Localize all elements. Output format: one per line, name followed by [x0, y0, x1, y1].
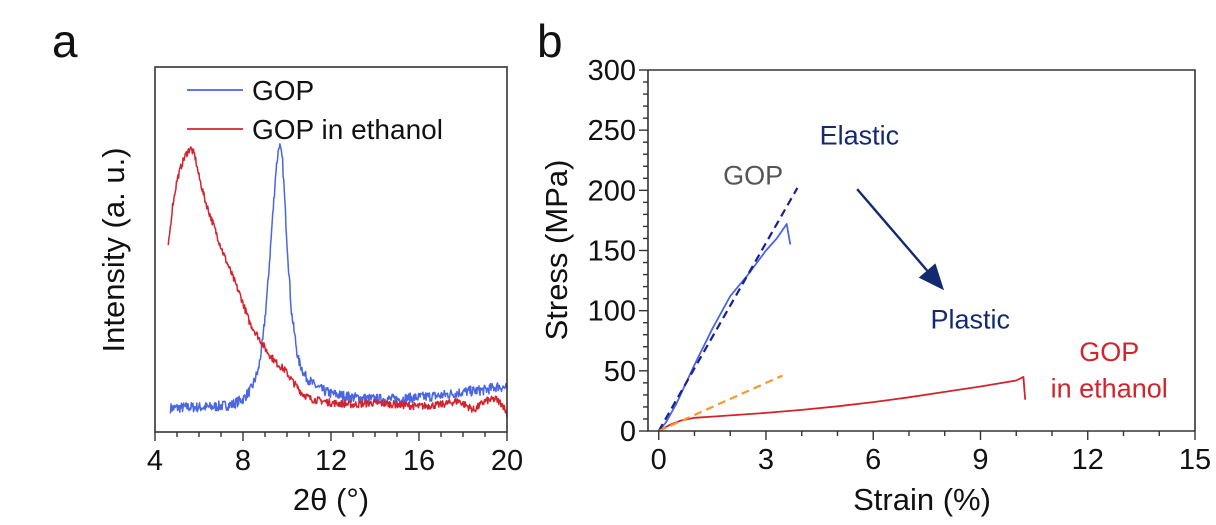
- x-tick-label: 3: [758, 444, 774, 476]
- legend-label-gop: GOP: [252, 75, 314, 106]
- series-line-gop-in-ethanol: [167, 146, 508, 418]
- y-tick-label: 250: [588, 115, 636, 147]
- panel-a-series: [167, 143, 508, 418]
- panel-a-label: a: [52, 15, 78, 67]
- series-line-gop-in-ethanol-elastic-fit: [658, 374, 783, 433]
- panel-b-annotations: GOP Elastic Plastic GOP in ethanol: [723, 121, 1168, 404]
- x-tick-label: 4: [147, 445, 163, 477]
- x-tick-label: 15: [1179, 444, 1211, 476]
- series-line-gop-elastic-fit: [657, 187, 799, 432]
- y-tick-label: 100: [588, 296, 636, 328]
- y-tick-label: 0: [620, 416, 636, 448]
- series-line-gop: [169, 143, 508, 414]
- x-tick-label: 0: [651, 444, 667, 476]
- x-tick-label: 9: [972, 444, 988, 476]
- panel-b-y-label: Stress (MPa): [539, 160, 574, 341]
- y-tick-label: 300: [588, 55, 636, 87]
- panel-a-x-ticks: 4 8 12 16 20: [147, 432, 523, 477]
- annotation-elastic: Elastic: [820, 121, 900, 151]
- x-tick-label: 12: [1072, 444, 1104, 476]
- panel-b-chart: 0 3 6 9 12 15 0 50 100 150 200 250 300 Strain (%) S…: [539, 55, 1211, 517]
- y-tick-label: 150: [588, 236, 636, 268]
- panel-b-x-label: Strain (%): [853, 482, 991, 517]
- series-line-gop-in-ethanol: [658, 376, 1027, 432]
- panel-b-x-ticks: 0 3 6 9 12 15: [651, 431, 1211, 476]
- x-tick-label: 12: [315, 445, 347, 477]
- arrow-head-icon: [918, 263, 945, 291]
- panel-a-y-label: Intensity (a. u.): [96, 147, 131, 352]
- series-line-gop: [658, 223, 792, 432]
- x-tick-label: 6: [865, 444, 881, 476]
- panel-a-chart: 4 8 12 16 20 2θ (°) Intensity (a. u.) GOP GO…: [96, 66, 523, 517]
- x-tick-label: 16: [403, 445, 435, 477]
- y-tick-label: 50: [604, 356, 636, 388]
- annotation-gop-ethanol-1: GOP: [1079, 337, 1139, 367]
- annotation-gop-ethanol-2: in ethanol: [1051, 373, 1168, 403]
- panel-a-x-label: 2θ (°): [293, 482, 369, 517]
- annotation-gop: GOP: [723, 160, 783, 190]
- legend-label-gop-ethanol: GOP in ethanol: [252, 114, 443, 145]
- panel-b-label: b: [537, 15, 563, 67]
- arrow-shaft: [856, 188, 928, 272]
- y-tick-label: 200: [588, 175, 636, 207]
- x-tick-label: 20: [491, 445, 523, 477]
- panel-b-y-ticks: 0 50 100 150 200 250 300: [588, 55, 648, 448]
- x-tick-label: 8: [235, 445, 251, 477]
- panel-b-arrow: [856, 188, 945, 291]
- panel-b-series: [657, 187, 1027, 433]
- panel-a-legend: GOP GOP in ethanol: [187, 75, 443, 145]
- annotation-plastic: Plastic: [930, 305, 1010, 335]
